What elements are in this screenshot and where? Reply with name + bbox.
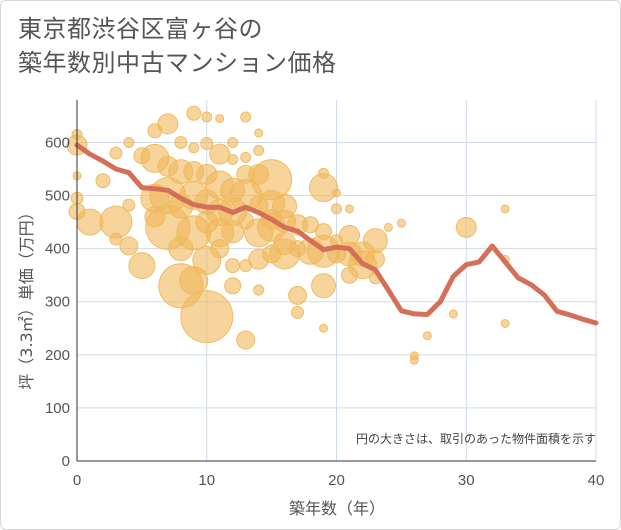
bubble-point xyxy=(109,146,123,160)
bubble-size-note: 円の大きさは、取引のあった物件面積を示す xyxy=(356,431,596,446)
bubble-point xyxy=(128,252,156,280)
bubble-point xyxy=(383,222,393,232)
bubble-point xyxy=(500,204,510,214)
bubble-point xyxy=(309,173,339,203)
bubble-point xyxy=(254,128,264,138)
bubble-point xyxy=(319,323,329,333)
bubble-point xyxy=(302,216,320,234)
y-tick-label: 500 xyxy=(45,188,70,205)
bubble-point xyxy=(344,204,354,214)
title-line-2: 築年数別中古マンション価格 xyxy=(18,49,337,77)
bubble-point xyxy=(236,330,256,350)
bubble-point xyxy=(123,136,135,148)
y-axis-label: 坪（3.3㎡）単価（万円） xyxy=(17,204,36,389)
bubble-point xyxy=(210,239,230,259)
average-price-line xyxy=(74,142,599,326)
chart-title: 東京都渋谷区富ヶ谷の 築年数別中古マンション価格 xyxy=(18,12,337,80)
x-tick-label: 20 xyxy=(328,472,345,489)
x-axis-label: 築年数（年） xyxy=(289,499,385,518)
y-tick-label: 300 xyxy=(45,294,70,311)
bubble-point xyxy=(200,137,214,151)
bubble-point xyxy=(396,218,406,228)
bubble-point xyxy=(122,198,136,212)
bubble-point xyxy=(448,309,458,319)
bubble-point xyxy=(224,277,242,295)
y-tick-label: 0 xyxy=(62,453,70,470)
x-tick-label: 10 xyxy=(198,472,215,489)
bubble-point xyxy=(180,290,234,344)
bubble-point xyxy=(311,273,337,299)
x-tick-label: 0 xyxy=(73,472,81,489)
bubble-point xyxy=(174,135,188,149)
bubble-point xyxy=(240,151,252,163)
y-tick-label: 600 xyxy=(45,134,70,151)
axes xyxy=(76,100,596,462)
bubble-point xyxy=(362,228,388,254)
bubble-point xyxy=(253,144,265,156)
bubble-point xyxy=(188,142,200,154)
bubble-point xyxy=(76,208,104,236)
bubble-point xyxy=(225,258,241,274)
y-tick-label: 100 xyxy=(45,400,70,417)
y-tick-label: 400 xyxy=(45,241,70,258)
title-line-1: 東京都渋谷区富ヶ谷の xyxy=(18,15,263,43)
bubble-point xyxy=(288,285,308,305)
bubble-point xyxy=(227,153,239,165)
bubble-point xyxy=(331,203,342,215)
bubble-point xyxy=(409,355,419,365)
bubble-point xyxy=(500,319,510,329)
bubble-point xyxy=(332,188,341,198)
bubble-point xyxy=(201,111,213,123)
bubble-point xyxy=(240,111,252,123)
bubble-point xyxy=(455,216,477,238)
bubble-point xyxy=(209,143,231,165)
bubbles-layer xyxy=(66,105,510,365)
bubble-point xyxy=(227,136,239,148)
bubble-point xyxy=(157,113,179,135)
y-tick-label: 200 xyxy=(45,347,70,364)
bubble-point xyxy=(221,220,245,244)
bubble-point xyxy=(109,232,123,246)
x-tick-label: 40 xyxy=(588,472,605,489)
bubble-point xyxy=(215,114,225,124)
bubble-point xyxy=(95,173,111,189)
bubble-point xyxy=(422,331,432,341)
bubble-point xyxy=(186,105,202,121)
x-tick-label: 30 xyxy=(458,472,475,489)
bubble-point xyxy=(253,284,265,296)
bubble-point xyxy=(119,236,139,256)
bubble-point xyxy=(291,305,305,319)
